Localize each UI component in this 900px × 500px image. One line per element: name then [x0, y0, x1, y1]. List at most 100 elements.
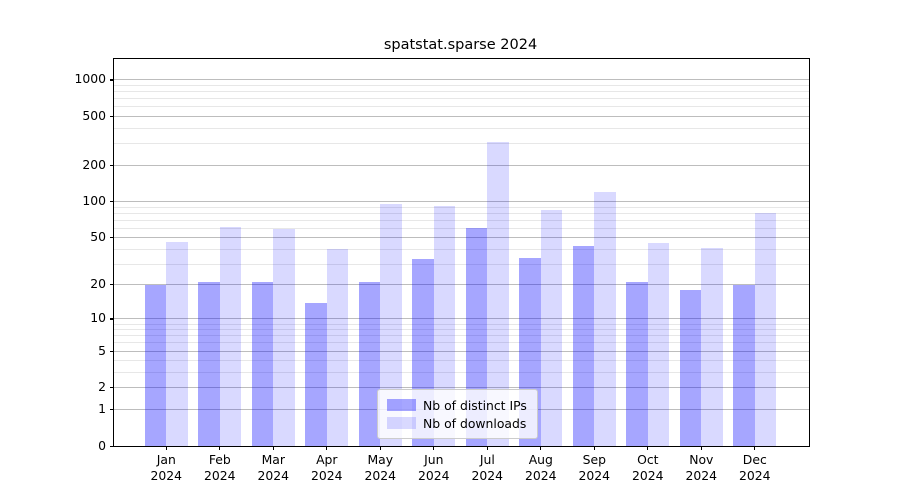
bar-downloads-apr	[326, 249, 349, 446]
legend-label-distinct-ips: Nb of distinct IPs	[423, 397, 527, 413]
gridline-minor-6	[114, 342, 809, 344]
bar-downloads-mar	[273, 229, 295, 446]
chart-title: spatstat.sparse 2024	[383, 37, 538, 53]
y-tick-mark-5	[110, 350, 114, 352]
legend-label-downloads: Nb of downloads	[423, 415, 527, 431]
y-tick-label-1000: 1000	[74, 71, 106, 87]
gridline-minor-800	[114, 91, 809, 93]
gridline-major-2	[114, 387, 809, 389]
bar-distinct-ips-nov	[679, 290, 702, 446]
x-tick-label-jul: Jul 2024	[471, 452, 504, 483]
y-tick-mark-50	[110, 237, 114, 239]
legend-swatch-downloads	[387, 417, 416, 429]
x-tick-label-may: May 2024	[364, 452, 397, 483]
gridline-major-100	[114, 200, 809, 202]
y-tick-label-50: 50	[90, 229, 106, 245]
x-tick-label-jun: Jun 2024	[418, 452, 450, 483]
x-tick-mark-mar	[272, 446, 274, 450]
y-tick-label-0: 0	[98, 437, 106, 453]
gridline-minor-8	[114, 329, 809, 331]
bar-distinct-ips-dec	[733, 284, 755, 446]
y-tick-label-200: 200	[82, 156, 106, 172]
gridline-minor-40	[114, 248, 809, 250]
y-tick-label-10: 10	[90, 310, 106, 326]
x-tick-mark-dec	[754, 446, 756, 450]
gridline-minor-60	[114, 227, 809, 229]
x-tick-mark-feb	[219, 446, 221, 450]
x-tick-label-dec: Dec 2024	[739, 452, 771, 483]
x-tick-label-nov: Nov 2024	[685, 452, 718, 483]
x-tick-mark-oct	[647, 446, 649, 450]
x-tick-label-oct: Oct 2024	[632, 452, 664, 483]
y-tick-mark-10	[110, 318, 114, 320]
x-tick-mark-aug	[540, 446, 542, 450]
x-tick-mark-jun	[433, 446, 435, 450]
y-tick-label-5: 5	[98, 342, 106, 358]
y-tick-mark-200	[110, 164, 114, 166]
gridline-minor-90	[114, 206, 809, 208]
x-tick-label-sep: Sep 2024	[578, 452, 611, 483]
gridline-minor-400	[114, 127, 809, 129]
y-tick-mark-0	[110, 445, 114, 447]
bar-downloads-may	[380, 204, 402, 446]
gridline-major-5	[114, 350, 809, 352]
bar-downloads-oct	[647, 243, 670, 446]
bar-downloads-jun	[433, 206, 456, 446]
y-tick-label-1: 1	[98, 400, 106, 416]
y-tick-mark-1000	[110, 79, 114, 81]
bar-distinct-ips-oct	[626, 282, 648, 446]
y-tick-mark-20	[110, 284, 114, 286]
bar-downloads-aug	[540, 210, 563, 446]
y-tick-mark-100	[110, 200, 114, 203]
gridline-major-10	[114, 318, 809, 320]
gridline-major-200	[114, 164, 809, 166]
y-tick-label-20: 20	[90, 276, 106, 292]
y-tick-label-2: 2	[98, 379, 106, 395]
x-tick-label-aug: Aug 2024	[525, 452, 557, 483]
bar-downloads-sep	[594, 191, 616, 446]
bar-downloads-nov	[701, 247, 723, 446]
bar-downloads-feb	[219, 227, 242, 446]
x-tick-mark-jan	[165, 446, 167, 450]
y-tick-mark-500	[110, 116, 114, 118]
gridline-minor-600	[114, 106, 809, 108]
gridline-minor-4	[114, 360, 809, 362]
bar-downloads-jan	[166, 242, 188, 446]
gridline-minor-700	[114, 98, 809, 100]
y-tick-mark-2	[110, 387, 114, 389]
gridline-major-1000	[114, 79, 809, 81]
gridline-major-50	[114, 237, 809, 239]
x-tick-mark-sep	[593, 446, 595, 450]
bar-downloads-dec	[754, 213, 777, 446]
gridline-minor-9	[114, 323, 809, 325]
gridline-minor-7	[114, 335, 809, 337]
gridline-minor-70	[114, 219, 809, 221]
plot-area: 0 1 2 5 10 20 50 100 200 500 1000 Jan 2024 Feb 2024 Mar…	[74, 58, 810, 483]
bar-distinct-ips-sep	[572, 245, 595, 446]
gridline-major-20	[114, 284, 809, 286]
x-tick-label-feb: Feb 2024	[204, 452, 236, 483]
legend-row-distinct-ips: Nb of distinct IPs	[387, 396, 529, 414]
bar-downloads-jul	[487, 141, 509, 446]
legend-row-downloads: Nb of downloads	[387, 414, 529, 432]
bar-distinct-ips-mar	[251, 282, 274, 446]
x-tick-label-apr: Apr 2024	[311, 452, 343, 483]
gridline-major-500	[114, 116, 809, 118]
y-tick-label-500: 500	[82, 108, 106, 124]
x-tick-mark-apr	[326, 446, 328, 450]
bar-distinct-ips-feb	[198, 282, 220, 446]
x-tick-mark-may	[379, 446, 381, 450]
legend: Nb of distinct IPs Nb of downloads	[377, 389, 538, 439]
x-tick-label-jan: Jan 2024	[150, 452, 183, 483]
x-tick-mark-jul	[486, 446, 488, 450]
y-tick-mark-1	[110, 408, 114, 410]
gridline-minor-3	[114, 372, 809, 374]
gridline-minor-900	[114, 85, 809, 87]
bar-distinct-ips-apr	[305, 302, 327, 446]
x-tick-label-mar: Mar 2024	[257, 452, 290, 483]
bar-distinct-ips-may	[358, 282, 381, 446]
gridline-minor-30	[114, 263, 809, 265]
bar-distinct-ips-jan	[144, 284, 167, 446]
y-tick-label-100: 100	[82, 192, 106, 208]
